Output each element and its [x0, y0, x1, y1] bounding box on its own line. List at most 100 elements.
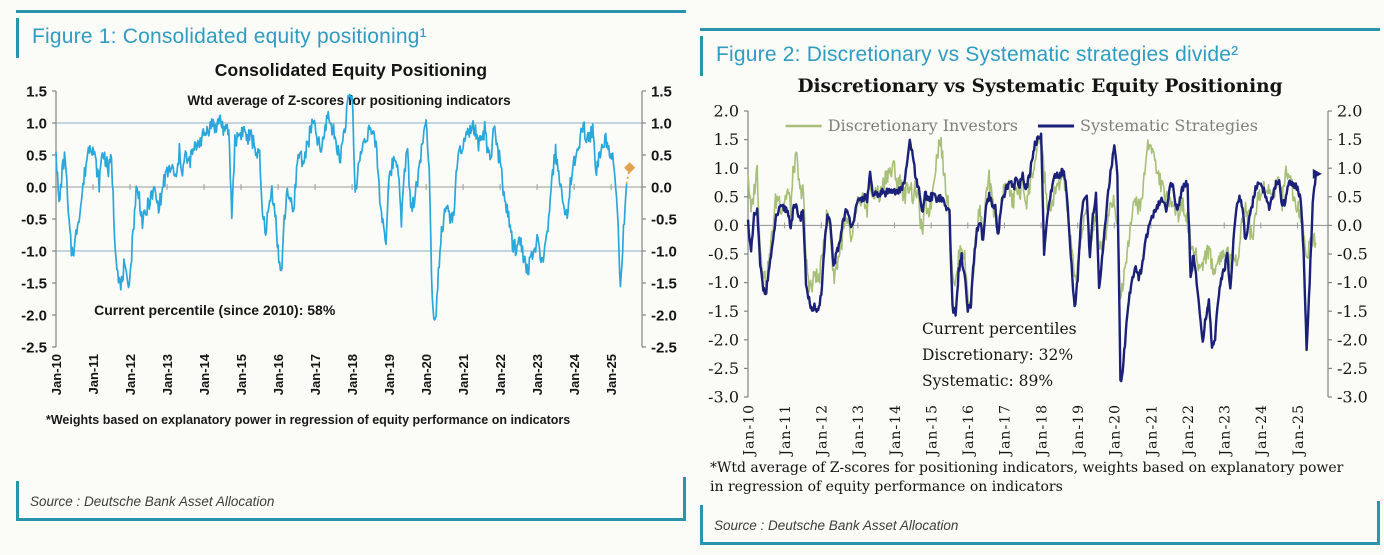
right-y-tick-label: -1.5	[1337, 302, 1368, 321]
left-y-tick-label: -0.5	[708, 245, 739, 264]
series-end-diamond-marker	[624, 162, 636, 174]
x-tick-label: Jan-17	[998, 404, 1014, 457]
left-y-tick-label: 0.5	[714, 187, 739, 206]
x-tick-label: Jan-12	[123, 354, 138, 395]
x-tick-label: Jan-21	[456, 354, 471, 395]
x-tick-label: Jan-25	[1291, 404, 1307, 457]
figure1-top-border	[16, 10, 686, 13]
left-y-tick-label: -2.0	[708, 330, 739, 349]
x-tick-label: Jan-11	[86, 354, 101, 394]
left-y-tick-label: -1.0	[708, 273, 739, 292]
right-y-tick-label: -0.5	[1337, 245, 1368, 264]
figure1-source: Source : Deutsche Bank Asset Allocation	[16, 488, 686, 521]
x-tick-label: Jan-13	[160, 354, 175, 395]
left-y-tick-label: 1.0	[714, 159, 739, 178]
legend-label-0: Discretionary Investors	[828, 116, 1018, 135]
series-line-1	[746, 132, 1317, 383]
figure2-source: Source : Deutsche Bank Asset Allocation	[700, 512, 1380, 545]
x-tick-label: Jan-10	[49, 354, 64, 395]
figure2-top-border	[700, 28, 1380, 31]
x-tick-label: Jan-20	[1108, 404, 1124, 457]
left-y-tick-label: 0.0	[26, 179, 47, 196]
right-y-tick-label: 1.0	[651, 115, 672, 132]
x-tick-label: Jan-24	[567, 353, 582, 395]
x-tick-label: Jan-15	[234, 354, 249, 395]
x-tick-label: Jan-22	[493, 354, 508, 395]
right-y-tick-label: 0.5	[651, 147, 672, 164]
right-y-tick-label: -1.5	[651, 275, 677, 292]
right-y-tick-label: 1.5	[651, 83, 672, 100]
chart-annotation-line: Current percentiles	[922, 320, 1077, 338]
left-y-tick-label: 1.5	[26, 83, 47, 100]
left-y-tick-label: -3.0	[708, 388, 739, 407]
x-tick-label: Jan-14	[197, 353, 212, 395]
right-y-tick-label: 0.0	[1337, 216, 1362, 235]
right-y-tick-label: -3.0	[1337, 388, 1368, 407]
left-y-tick-label: -0.5	[21, 211, 47, 228]
right-y-tick-label: -2.5	[1337, 359, 1368, 378]
figure1-chart-svg: -2.5 -2.0 -1.5 -1.0 -0.5 0.0 0.5 1.0 1.5 -2.5 -2.0…	[21, 83, 677, 395]
x-tick-label: Jan-14	[888, 404, 904, 457]
series-line-0	[55, 93, 628, 321]
figure2-bottom-left-stub	[700, 505, 703, 545]
figure1-bottom-right-stub	[683, 477, 686, 521]
x-tick-label: Jan-13	[851, 404, 867, 457]
left-y-tick-label: 1.5	[714, 130, 739, 149]
left-y-tick-label: 1.0	[26, 115, 47, 132]
x-tick-label: Jan-19	[382, 354, 397, 395]
chart-annotation-line: Discretionary: 32%	[922, 346, 1073, 364]
left-y-tick-label: 2.0	[714, 102, 739, 121]
left-y-tick-label: -1.5	[708, 302, 739, 321]
series-end-triangle-marker	[1312, 168, 1322, 179]
left-y-tick-label: -2.5	[21, 339, 47, 356]
chart-annotation-line: Current percentile (since 2010): 58%	[94, 302, 336, 318]
right-y-tick-label: 1.0	[1337, 159, 1362, 178]
chart-subtitle: Wtd average of Z-scores for positioning …	[187, 93, 510, 108]
x-tick-label: Jan-23	[1218, 404, 1234, 457]
right-y-tick-label: 0.0	[651, 179, 672, 196]
x-tick-label: Jan-18	[345, 354, 360, 395]
x-tick-label: Jan-21	[1144, 404, 1160, 457]
x-tick-label: Jan-15	[924, 404, 940, 457]
right-y-tick-label: 1.5	[1337, 130, 1362, 149]
x-tick-label: Jan-17	[308, 354, 323, 395]
x-tick-label: Jan-11	[778, 404, 794, 457]
figure2-panel: Figure 2: Discretionary vs Systematic st…	[700, 28, 1380, 545]
figure2-chart-title: Discretionary vs Systematic Equity Posit…	[797, 76, 1283, 97]
left-y-tick-label: 0.5	[26, 147, 47, 164]
figure2-chart-svg: -3.0 -2.5 -2.0 -1.5 -1.0 -0.5 0.0 0.5 1.0 1.5 2.0 -…	[708, 102, 1368, 457]
x-tick-label: Jan-12	[815, 404, 831, 457]
right-y-tick-label: 2.0	[1337, 102, 1362, 121]
figure1-bottom-left-stub	[16, 481, 19, 521]
x-tick-label: Jan-24	[1254, 404, 1270, 457]
x-tick-label: Jan-18	[1034, 404, 1050, 457]
x-tick-label: Jan-23	[530, 354, 545, 395]
figure1-chart-title: Consolidated Equity Positioning	[214, 60, 488, 80]
right-y-tick-label: 0.5	[1337, 187, 1362, 206]
x-tick-label: Jan-16	[271, 354, 286, 395]
x-tick-label: Jan-20	[419, 354, 434, 395]
left-y-tick-label: -2.5	[708, 359, 739, 378]
x-tick-label: Jan-22	[1181, 404, 1197, 457]
x-tick-label: Jan-19	[1071, 404, 1087, 457]
figure2-caption: Figure 2: Discretionary vs Systematic st…	[700, 36, 1380, 76]
left-y-tick-label: -1.5	[21, 275, 47, 292]
figure1-panel: Figure 1: Consolidated equity positionin…	[16, 10, 686, 521]
right-y-tick-label: -2.0	[1337, 330, 1368, 349]
right-y-tick-label: -1.0	[1337, 273, 1368, 292]
x-tick-label: Jan-25	[604, 354, 619, 395]
figure1-caption: Figure 1: Consolidated equity positionin…	[16, 18, 686, 58]
legend-label-1: Systematic Strategies	[1080, 116, 1258, 135]
chart-annotation-line: Systematic: 89%	[922, 372, 1053, 390]
right-y-tick-label: -1.0	[651, 243, 677, 260]
x-tick-label: Jan-16	[961, 404, 977, 457]
figure2-footnote: *Wtd average of Z-scores for positioning…	[710, 460, 1344, 495]
left-y-tick-label: -1.0	[21, 243, 47, 260]
right-y-tick-label: -2.0	[651, 307, 677, 324]
left-y-tick-label: -2.0	[21, 307, 47, 324]
left-y-tick-label: 0.0	[714, 216, 739, 235]
right-y-tick-label: -2.5	[651, 339, 677, 356]
right-y-tick-label: -0.5	[651, 211, 677, 228]
figure2-bottom-right-stub	[1377, 501, 1380, 545]
